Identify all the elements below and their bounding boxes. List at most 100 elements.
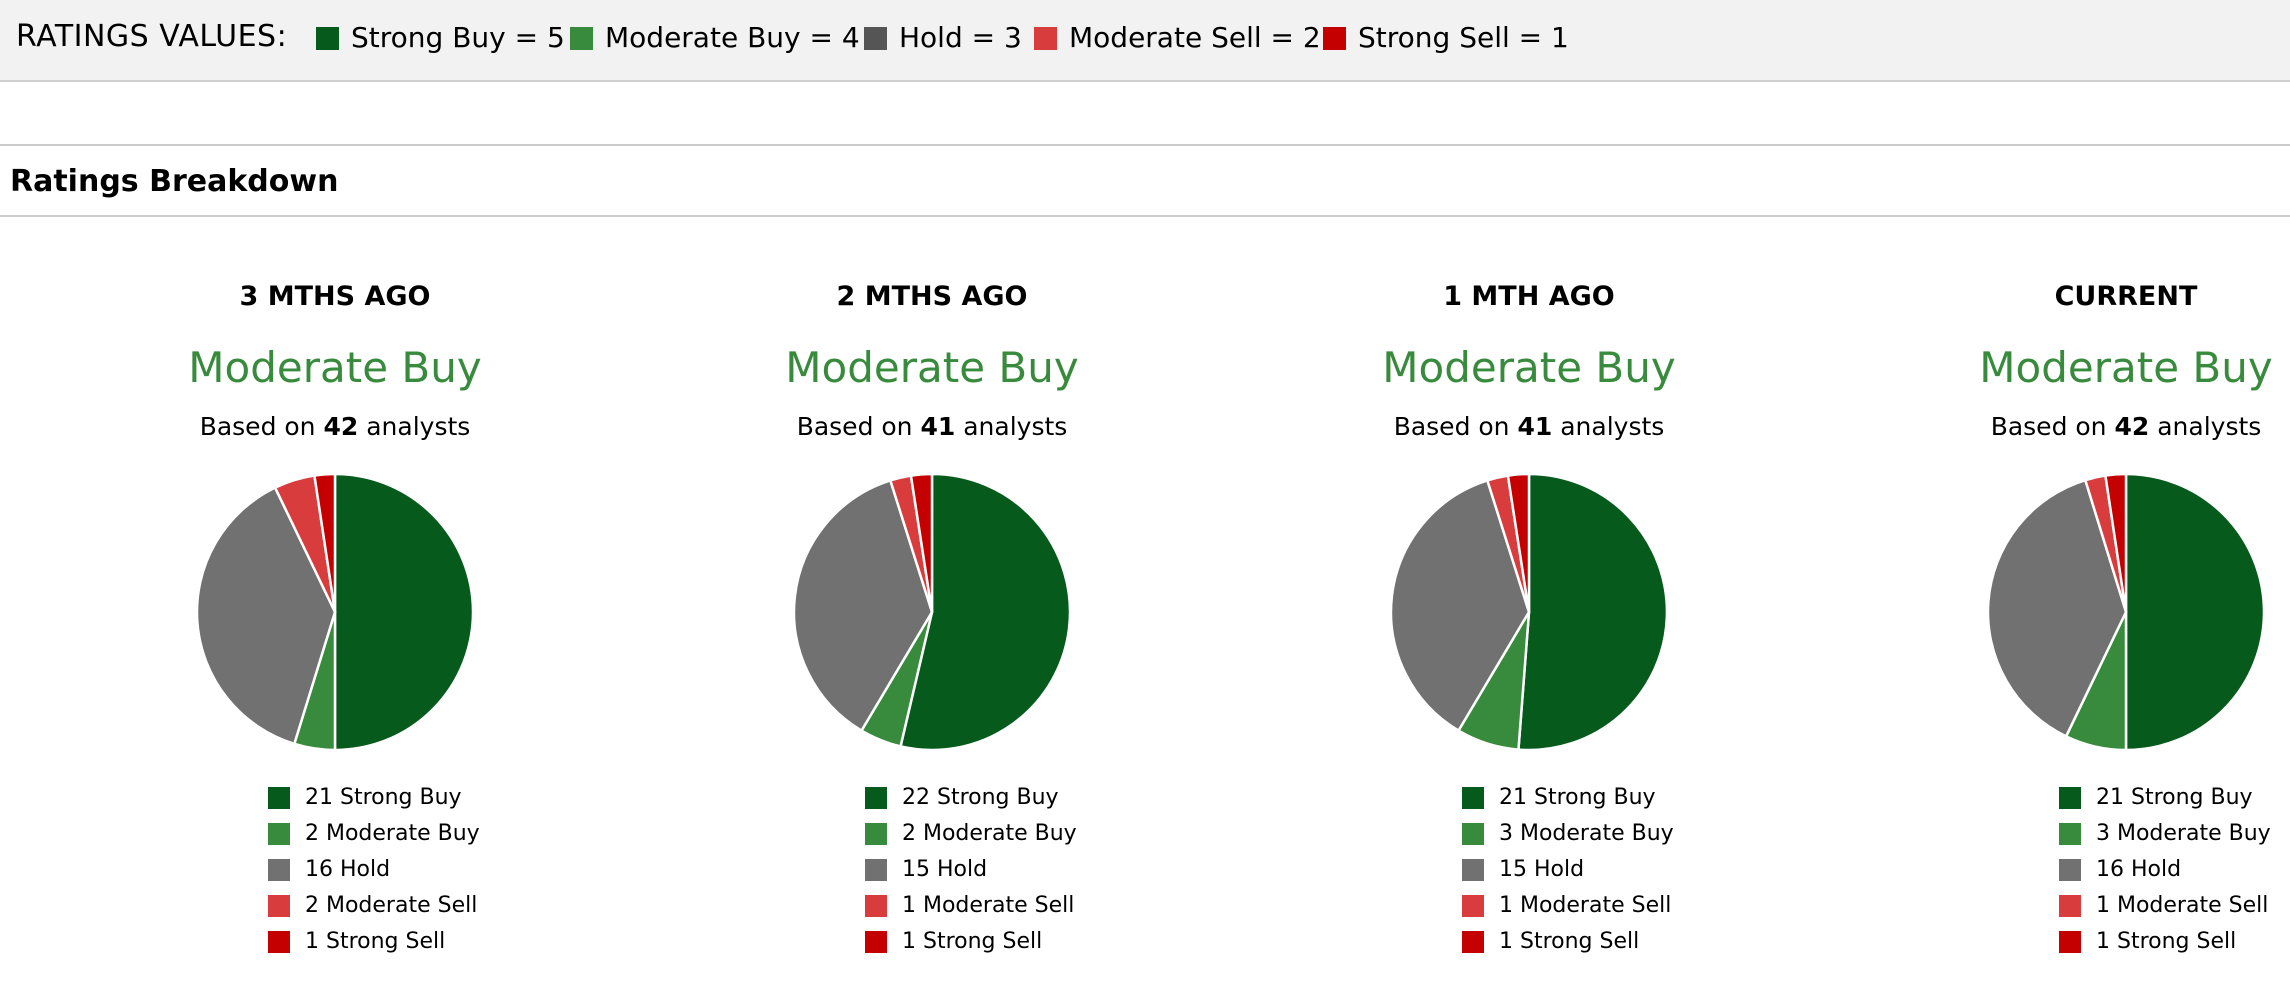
legend-item-moderate-sell: 1 Moderate Sell	[865, 888, 1077, 924]
legend-label: 1 Moderate Sell	[902, 893, 1075, 918]
legend-label: 22 Strong Buy	[902, 785, 1059, 810]
legend-item-strong-sell: 1 Strong Sell	[1462, 924, 1674, 960]
legend-swatch-icon	[2059, 895, 2081, 917]
pie-legend: 22 Strong Buy 2 Moderate Buy 15 Hold 1 M…	[865, 780, 1077, 960]
consensus-rating: Moderate Buy	[785, 343, 1079, 392]
panel-title: 1 MTH AGO	[1443, 281, 1615, 312]
legend-swatch-icon	[865, 823, 887, 845]
consensus-rating: Moderate Buy	[188, 343, 482, 392]
hold-swatch-icon	[864, 26, 887, 50]
based-on-suffix: analysts	[366, 412, 471, 441]
pie-legend: 21 Strong Buy 3 Moderate Buy 15 Hold 1 M…	[1462, 780, 1674, 960]
panel-title: 3 MTHS AGO	[239, 281, 431, 312]
based-on-suffix: analysts	[2157, 412, 2262, 441]
legend-label: 2 Moderate Buy	[305, 821, 480, 846]
legend-item-moderate-sell: 1 Moderate Sell	[2059, 888, 2271, 924]
legend-item-strong-buy: 21 Strong Buy	[2059, 780, 2271, 816]
legend-item-hold: 15 Hold	[865, 852, 1077, 888]
section-title: Ratings Breakdown	[10, 164, 339, 199]
section-divider	[0, 215, 2290, 217]
legend-item-hold: 15 Hold	[1462, 852, 1674, 888]
legend-swatch-icon	[2059, 931, 2081, 953]
legend-swatch-icon	[2059, 787, 2081, 809]
legend-label: 1 Strong Sell	[2096, 929, 2237, 954]
legend-swatch-icon	[268, 823, 290, 845]
based-on-text: Based on 42 analysts	[35, 412, 635, 442]
legend-swatch-icon	[1462, 859, 1484, 881]
based-on-text: Based on 42 analysts	[1826, 412, 2290, 442]
pie-slice-strong-buy	[2124, 472, 2266, 752]
consensus-rating: Moderate Buy	[1382, 343, 1676, 392]
legend-label: 15 Hold	[902, 857, 988, 882]
legend-swatch-icon	[268, 895, 290, 917]
ratings-pie-chart	[792, 472, 1072, 752]
pie-slice-strong-sell	[2104, 472, 2128, 614]
based-on-suffix: analysts	[963, 412, 1068, 441]
analyst-count: 42	[2114, 412, 2150, 441]
ratings-value-moderate-buy: Moderate Buy = 4	[570, 22, 860, 54]
legend-item-hold: 16 Hold	[2059, 852, 2271, 888]
blank-band	[0, 82, 2290, 146]
legend-label: 21 Strong Buy	[305, 785, 462, 810]
pie-slice-hold	[1389, 479, 1531, 732]
based-on-prefix: Based on	[1990, 412, 2107, 441]
based-on-text: Based on 41 analysts	[1229, 412, 1829, 442]
analyst-count: 42	[323, 412, 359, 441]
legend-item-moderate-sell: 1 Moderate Sell	[1462, 888, 1674, 924]
legend-label: 1 Strong Sell	[1499, 929, 1640, 954]
strong-sell-swatch-icon	[1323, 26, 1346, 50]
pie-slice-strong-sell	[313, 472, 337, 614]
legend-label: 1 Moderate Sell	[1499, 893, 1672, 918]
based-on-prefix: Based on	[1393, 412, 1510, 441]
ratings-values-title: RATINGS VALUES:	[16, 19, 288, 54]
legend-swatch-icon	[2059, 859, 2081, 881]
pie-slice-hold	[792, 479, 934, 732]
ratings-value-label: Hold = 3	[899, 21, 1022, 54]
analyst-count: 41	[920, 412, 956, 441]
legend-label: 3 Moderate Buy	[1499, 821, 1674, 846]
ratings-pie-chart	[1389, 472, 1669, 752]
ratings-value-label: Moderate Buy = 4	[605, 21, 860, 54]
legend-swatch-icon	[268, 859, 290, 881]
rating-panel-1-mth-ago: 1 MTH AGO Moderate Buy Based on 41 analy…	[1229, 217, 1829, 998]
legend-item-strong-sell: 1 Strong Sell	[2059, 924, 2271, 960]
legend-swatch-icon	[1462, 895, 1484, 917]
based-on-text: Based on 41 analysts	[632, 412, 1232, 442]
pie-slice-strong-sell	[1506, 472, 1531, 614]
ratings-pie-chart	[195, 472, 475, 752]
pie-slice-strong-buy	[333, 472, 475, 752]
pie-slice-hold	[1986, 478, 2128, 738]
legend-label: 3 Moderate Buy	[2096, 821, 2271, 846]
consensus-rating: Moderate Buy	[1979, 343, 2273, 392]
pie-slice-strong-sell	[909, 472, 934, 614]
legend-label: 16 Hold	[305, 857, 391, 882]
pie-legend: 21 Strong Buy 3 Moderate Buy 16 Hold 1 M…	[2059, 780, 2271, 960]
ratings-pie-chart	[1986, 472, 2266, 752]
pie-legend: 21 Strong Buy 2 Moderate Buy 16 Hold 2 M…	[268, 780, 480, 960]
ratings-value-label: Strong Sell = 1	[1358, 21, 1569, 54]
moderate-sell-swatch-icon	[1034, 26, 1057, 50]
legend-item-strong-buy: 21 Strong Buy	[1462, 780, 1674, 816]
legend-label: 1 Moderate Sell	[2096, 893, 2269, 918]
legend-swatch-icon	[2059, 823, 2081, 845]
legend-label: 1 Strong Sell	[902, 929, 1043, 954]
based-on-prefix: Based on	[199, 412, 316, 441]
legend-label: 21 Strong Buy	[2096, 785, 2253, 810]
legend-item-moderate-buy: 2 Moderate Buy	[268, 816, 480, 852]
ratings-value-label: Strong Buy = 5	[351, 21, 565, 54]
based-on-prefix: Based on	[796, 412, 913, 441]
legend-item-moderate-buy: 3 Moderate Buy	[2059, 816, 2271, 852]
panel-title: CURRENT	[2054, 281, 2198, 312]
rating-panel-current: CURRENT Moderate Buy Based on 42 analyst…	[1826, 217, 2290, 998]
legend-item-strong-sell: 1 Strong Sell	[268, 924, 480, 960]
legend-item-moderate-sell: 2 Moderate Sell	[268, 888, 480, 924]
ratings-values-bar: RATINGS VALUES: Strong Buy = 5 Moderate …	[0, 0, 2290, 82]
ratings-value-moderate-sell: Moderate Sell = 2	[1034, 22, 1321, 54]
legend-swatch-icon	[865, 787, 887, 809]
pie-slice-strong-buy	[1517, 472, 1669, 752]
legend-item-strong-buy: 22 Strong Buy	[865, 780, 1077, 816]
legend-label: 21 Strong Buy	[1499, 785, 1656, 810]
moderate-buy-swatch-icon	[570, 26, 593, 50]
legend-swatch-icon	[268, 931, 290, 953]
pie-slice-hold	[195, 486, 337, 746]
